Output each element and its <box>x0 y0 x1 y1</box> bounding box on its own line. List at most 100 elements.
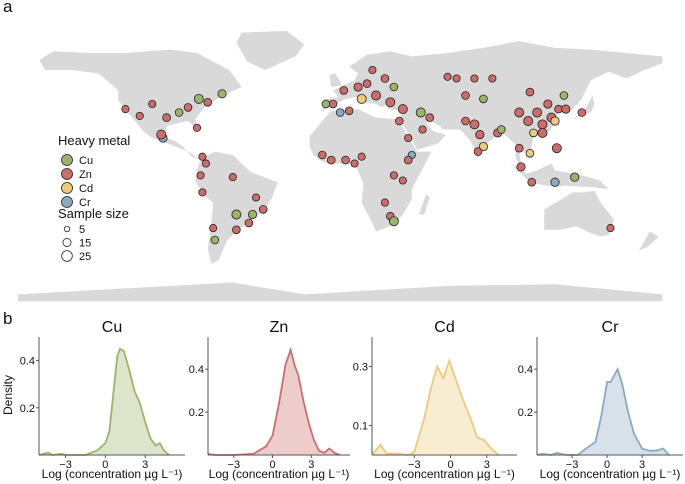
site-point-zn <box>183 103 193 112</box>
site-point-zn <box>156 129 167 140</box>
site-point-zn <box>318 150 327 160</box>
site-point-zn <box>425 113 435 122</box>
site-point-zn <box>561 104 571 114</box>
density-line <box>536 366 670 456</box>
site-point-zn <box>523 116 534 126</box>
world-map <box>18 30 663 302</box>
landmass-uk <box>329 73 342 87</box>
landmass-greenland <box>236 30 305 70</box>
site-point-zn <box>353 82 363 92</box>
y-tick-label: 0.2 <box>518 407 533 419</box>
x-tick-label: 3 <box>308 459 314 471</box>
site-point-zn <box>350 159 359 168</box>
site-point-cd <box>529 128 538 138</box>
landmass-nz <box>639 231 659 251</box>
site-point-zn <box>121 105 130 114</box>
x-tick-label: 3 <box>484 459 490 471</box>
density-area <box>39 348 170 455</box>
legend-size-label: 25 <box>79 251 91 263</box>
legend-size-label: 15 <box>79 238 91 250</box>
y-tick-label: 0.1 <box>353 421 368 433</box>
landmass-south-america <box>195 151 278 264</box>
x-axis-label: Log (concentration µg L⁻¹) <box>42 467 183 481</box>
site-point-zn <box>514 143 524 153</box>
site-point-zn <box>328 99 338 109</box>
site-point-zn <box>362 79 372 88</box>
site-point-cu <box>415 107 426 118</box>
site-point-cu <box>210 235 220 245</box>
site-point-zn <box>339 86 349 95</box>
site-point-zn <box>532 107 543 118</box>
panel-title: Cd <box>434 319 454 336</box>
site-point-zn <box>252 193 261 202</box>
site-point-zn <box>475 130 485 140</box>
x-tick-label: 0 <box>269 459 275 471</box>
site-point-cu <box>217 89 227 99</box>
y-tick-label: 0.3 <box>353 362 368 374</box>
y-tick-label: 0.4 <box>518 364 533 376</box>
legend-label-zn: Zn <box>79 169 92 181</box>
site-point-cr <box>550 177 560 187</box>
density-line <box>38 347 170 456</box>
site-point-zn <box>368 65 377 75</box>
site-point-zn <box>148 99 157 109</box>
panel-label-a: a <box>3 0 13 16</box>
y-tick-label: 0.2 <box>20 403 35 415</box>
site-point-cr <box>335 108 345 117</box>
site-point-zn <box>525 87 535 97</box>
x-tick-label: 3 <box>639 459 645 471</box>
legend-size-key <box>62 238 72 247</box>
site-point-zn <box>344 106 354 116</box>
legend-key-cr <box>61 196 73 208</box>
site-point-cd <box>478 141 488 152</box>
panel-title: Cr <box>602 319 620 336</box>
site-points <box>121 65 615 245</box>
landmass-antarctica <box>18 282 663 302</box>
site-point-cu <box>389 82 399 92</box>
site-point-zn <box>232 225 241 235</box>
site-point-cu <box>321 99 331 109</box>
site-point-zn <box>577 108 587 117</box>
site-point-cu <box>570 172 580 182</box>
site-point-zn <box>516 162 526 172</box>
x-axis-label: Log (concentration µg L⁻¹) <box>540 467 681 481</box>
site-point-zn <box>209 224 218 233</box>
y-tick-label: 0.4 <box>20 356 35 368</box>
x-tick-label: 0 <box>604 459 610 471</box>
site-point-cu <box>388 216 399 227</box>
landmass-madagascar <box>418 194 430 215</box>
legend-label-cu: Cu <box>79 155 93 167</box>
legend-key-zn <box>61 168 73 180</box>
x-tick-label: 3 <box>142 459 148 471</box>
site-point-zn <box>469 119 480 130</box>
site-point-zn <box>198 188 207 197</box>
site-point-zn <box>394 116 404 126</box>
site-point-zn <box>452 74 461 83</box>
landmass-north-america <box>39 49 242 159</box>
landmass-australia <box>544 190 615 237</box>
site-point-zn <box>404 133 413 143</box>
panel-title: Cu <box>102 319 122 336</box>
site-point-cu <box>479 94 488 104</box>
legend-label-cr: Cr <box>79 197 91 209</box>
site-point-zn <box>537 127 548 138</box>
landmass-eurasia <box>322 41 663 167</box>
legend-key-cd <box>61 182 73 194</box>
panel-label-b: b <box>3 309 13 328</box>
panel-title: Zn <box>270 319 289 336</box>
x-tick-label: −3 <box>228 459 241 471</box>
site-point-cd <box>550 116 560 126</box>
site-point-zn <box>258 205 268 214</box>
site-point-zn <box>418 125 427 134</box>
site-point-zn <box>196 171 205 180</box>
site-point-zn <box>380 198 389 207</box>
site-point-zn <box>326 155 336 165</box>
x-tick-label: −3 <box>59 459 72 471</box>
site-point-zn <box>551 143 562 154</box>
site-point-zn <box>135 111 144 120</box>
